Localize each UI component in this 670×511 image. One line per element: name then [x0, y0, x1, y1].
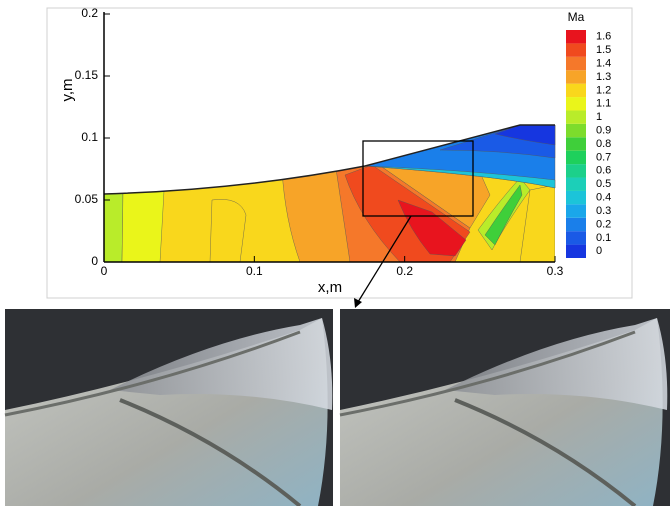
- x-tick-label: 0.2: [396, 264, 413, 278]
- colorbar-swatch: [566, 124, 586, 137]
- colorbar-swatch: [566, 191, 586, 204]
- colorbar-swatch: [566, 84, 586, 97]
- colorbar-swatch: [566, 204, 586, 217]
- colorbar-label: 1.4: [596, 57, 611, 69]
- y-tick-label: 0.15: [75, 68, 99, 82]
- colorbar-label: 0.7: [596, 151, 611, 163]
- colorbar-label: 0.5: [596, 178, 611, 190]
- x-tick-label: 0.3: [547, 264, 564, 278]
- y-tick-label: 0.1: [81, 130, 98, 144]
- colorbar-label: 0.8: [596, 138, 611, 150]
- y-axis-label: y,m: [59, 78, 76, 101]
- x-tick-label: 0: [101, 264, 108, 278]
- y-tick-label: 0.2: [81, 6, 98, 20]
- colorbar-swatch: [566, 245, 586, 258]
- colorbar-label: 1.2: [596, 84, 611, 96]
- colorbar-label: 0.9: [596, 124, 611, 136]
- colorbar-label: 1.1: [596, 98, 611, 110]
- colorbar-swatch: [566, 97, 586, 110]
- x-tick-label: 0.1: [246, 264, 263, 278]
- colorbar-label: 1.6: [596, 31, 611, 43]
- colorbar-swatch: [566, 110, 586, 123]
- contour-region: [210, 199, 246, 262]
- photo-right: [340, 309, 670, 506]
- photo-left: [5, 309, 333, 506]
- page: {"chart_data": {"type": "contour", "xlab…: [0, 0, 670, 506]
- colorbar-label: 0.4: [596, 192, 611, 204]
- colorbar-label: 1.5: [596, 44, 611, 56]
- colorbar-label: 0.3: [596, 205, 611, 217]
- y-tick-label: 0.05: [75, 192, 99, 206]
- colorbar-swatch: [566, 164, 586, 177]
- colorbar-swatch: [566, 70, 586, 83]
- x-axis-label: x,m: [318, 279, 342, 296]
- colorbar-label: 0.1: [596, 232, 611, 244]
- colorbar-label: 1.3: [596, 71, 611, 83]
- colorbar-swatch: [566, 43, 586, 56]
- colorbar-swatch: [566, 231, 586, 244]
- colorbar-swatch: [566, 218, 586, 231]
- colorbar-label: 0: [596, 245, 602, 257]
- y-tick-label: 0: [91, 254, 98, 268]
- colorbar-swatch: [566, 137, 586, 150]
- colorbar-swatch: [566, 57, 586, 70]
- colorbar-title: Ma: [568, 10, 585, 24]
- colorbar-swatch: [566, 178, 586, 191]
- colorbar-label: 1: [596, 111, 602, 123]
- figure: x,m y,m Ma 00.10.20.300.050.10.150.200.1…: [0, 0, 670, 506]
- colorbar-swatch: [566, 30, 586, 43]
- colorbar-label: 0.6: [596, 165, 611, 177]
- arrow-head: [354, 298, 362, 308]
- colorbar-label: 0.2: [596, 218, 611, 230]
- colorbar-swatch: [566, 151, 586, 164]
